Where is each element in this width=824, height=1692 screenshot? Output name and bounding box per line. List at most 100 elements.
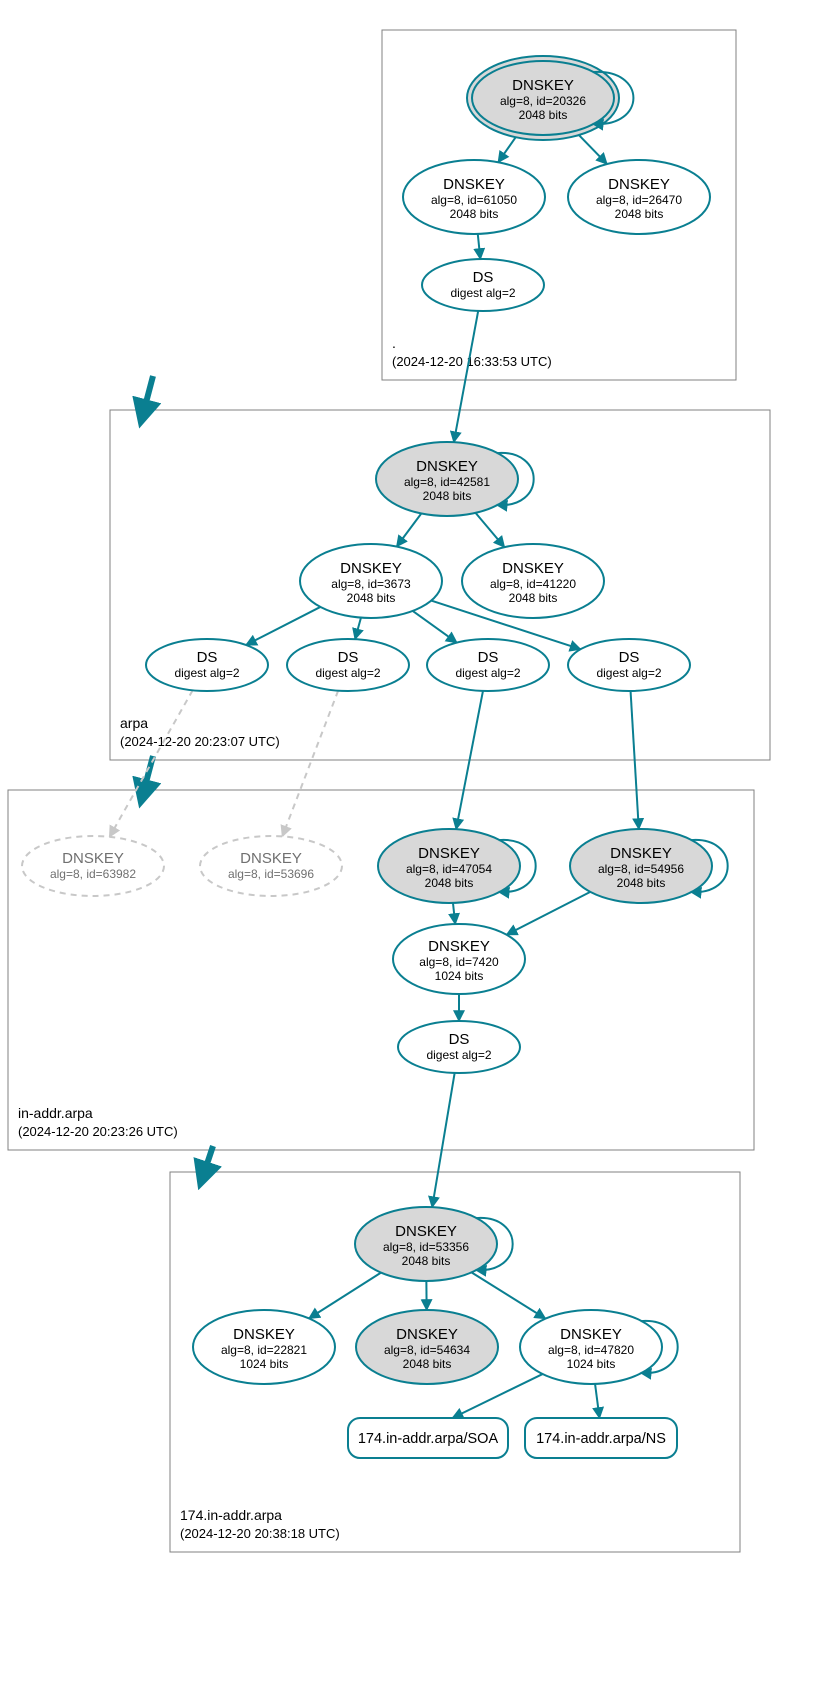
node-ds_i: DSdigest alg=2 bbox=[398, 1021, 520, 1073]
edge-k3673-ds_a2 bbox=[355, 618, 361, 640]
node-title-k41220: DNSKEY bbox=[502, 560, 564, 577]
node-ds_a2: DSdigest alg=2 bbox=[287, 639, 409, 691]
node-sub1-k26470: alg=8, id=26470 bbox=[596, 193, 682, 207]
zone-timestamp-root: (2024-12-20 16:33:53 UTC) bbox=[392, 354, 552, 369]
edge-k61050-ds_root bbox=[478, 234, 481, 259]
record-label-ns: 174.in-addr.arpa/NS bbox=[536, 1431, 666, 1447]
edge-k42581-k3673 bbox=[397, 513, 422, 546]
node-k54634: DNSKEYalg=8, id=546342048 bits bbox=[356, 1310, 498, 1384]
node-sub2-k54956: 2048 bits bbox=[617, 876, 666, 890]
node-sub1-ds_root: digest alg=2 bbox=[450, 286, 515, 300]
node-title-ds_a4: DS bbox=[619, 649, 640, 666]
node-title-k3673: DNSKEY bbox=[340, 560, 402, 577]
node-sub1-k41220: alg=8, id=41220 bbox=[490, 577, 576, 591]
node-sub1-k53356: alg=8, id=53356 bbox=[383, 1240, 469, 1254]
node-title-ds_a3: DS bbox=[478, 649, 499, 666]
edge-k47820-soa bbox=[452, 1374, 542, 1418]
node-title-k53696: DNSKEY bbox=[240, 850, 302, 867]
node-sub2-k20326: 2048 bits bbox=[519, 108, 568, 122]
node-sub1-k61050: alg=8, id=61050 bbox=[431, 193, 517, 207]
node-ds_root: DSdigest alg=2 bbox=[422, 259, 544, 311]
node-k54956: DNSKEYalg=8, id=549562048 bits bbox=[570, 829, 728, 903]
zone-label-174: 174.in-addr.arpa bbox=[180, 1507, 282, 1523]
edge-k47820-ns bbox=[595, 1384, 599, 1418]
node-sub2-k7420: 1024 bits bbox=[435, 969, 484, 983]
edge-ds_root-k42581 bbox=[454, 311, 478, 442]
node-title-k47820: DNSKEY bbox=[560, 1326, 622, 1343]
edge-k54956-k7420 bbox=[507, 892, 591, 935]
node-sub2-k22821: 1024 bits bbox=[240, 1357, 289, 1371]
node-sub2-k47054: 2048 bits bbox=[425, 876, 474, 890]
node-title-ds_root: DS bbox=[473, 269, 494, 286]
node-k53356: DNSKEYalg=8, id=533562048 bits bbox=[355, 1207, 513, 1281]
delegation-arrow-root-arpa bbox=[143, 376, 153, 414]
node-sub1-k54634: alg=8, id=54634 bbox=[384, 1343, 470, 1357]
node-title-k54956: DNSKEY bbox=[610, 845, 672, 862]
node-sub1-ds_a4: digest alg=2 bbox=[596, 666, 661, 680]
node-title-k53356: DNSKEY bbox=[395, 1223, 457, 1240]
node-k42581: DNSKEYalg=8, id=425812048 bits bbox=[376, 442, 534, 516]
node-title-k26470: DNSKEY bbox=[608, 176, 670, 193]
node-sub1-k42581: alg=8, id=42581 bbox=[404, 475, 490, 489]
node-sub2-k54634: 2048 bits bbox=[403, 1357, 452, 1371]
node-title-k7420: DNSKEY bbox=[428, 938, 490, 955]
node-k7420: DNSKEYalg=8, id=74201024 bits bbox=[393, 924, 525, 994]
node-k61050: DNSKEYalg=8, id=610502048 bits bbox=[403, 160, 545, 234]
node-sub2-k42581: 2048 bits bbox=[423, 489, 472, 503]
node-title-ds_a2: DS bbox=[338, 649, 359, 666]
node-sub1-k20326: alg=8, id=20326 bbox=[500, 94, 586, 108]
node-sub1-ds_a3: digest alg=2 bbox=[455, 666, 520, 680]
node-ds_a1: DSdigest alg=2 bbox=[146, 639, 268, 691]
node-title-k54634: DNSKEY bbox=[396, 1326, 458, 1343]
zone-label-inaddr: in-addr.arpa bbox=[18, 1105, 93, 1121]
node-sub1-k47054: alg=8, id=47054 bbox=[406, 862, 492, 876]
node-k41220: DNSKEYalg=8, id=412202048 bits bbox=[462, 544, 604, 618]
node-sub2-k26470: 2048 bits bbox=[615, 207, 664, 221]
edge-ds_a2-k53696 bbox=[282, 691, 338, 837]
node-sub1-k3673: alg=8, id=3673 bbox=[331, 577, 411, 591]
node-k47820: DNSKEYalg=8, id=478201024 bits bbox=[520, 1310, 678, 1384]
edge-k53356-k47820 bbox=[472, 1272, 546, 1318]
node-k20326: DNSKEYalg=8, id=203262048 bits bbox=[467, 56, 633, 140]
node-title-ds_i: DS bbox=[449, 1031, 470, 1048]
node-title-k42581: DNSKEY bbox=[416, 458, 478, 475]
node-sub2-k41220: 2048 bits bbox=[509, 591, 558, 605]
node-sub1-k63982: alg=8, id=63982 bbox=[50, 867, 136, 881]
zone-label-arpa: arpa bbox=[120, 715, 148, 731]
edge-k20326-k26470 bbox=[575, 131, 607, 164]
node-k53696: DNSKEYalg=8, id=53696 bbox=[200, 836, 342, 896]
node-k22821: DNSKEYalg=8, id=228211024 bits bbox=[193, 1310, 335, 1384]
edge-k47054-k7420 bbox=[453, 903, 455, 924]
edge-k3673-ds_a3 bbox=[413, 611, 457, 643]
edge-k42581-k41220 bbox=[476, 513, 505, 547]
edge-k53356-k22821 bbox=[309, 1273, 381, 1319]
node-sub2-k47820: 1024 bits bbox=[567, 1357, 616, 1371]
node-sub1-k22821: alg=8, id=22821 bbox=[221, 1343, 307, 1357]
node-sub2-k53356: 2048 bits bbox=[402, 1254, 451, 1268]
node-title-k63982: DNSKEY bbox=[62, 850, 124, 867]
dnssec-chain-diagram: .(2024-12-20 16:33:53 UTC)arpa(2024-12-2… bbox=[0, 0, 824, 1692]
node-title-k47054: DNSKEY bbox=[418, 845, 480, 862]
node-sub1-k53696: alg=8, id=53696 bbox=[228, 867, 314, 881]
node-sub1-k7420: alg=8, id=7420 bbox=[419, 955, 499, 969]
zone-timestamp-inaddr: (2024-12-20 20:23:26 UTC) bbox=[18, 1124, 178, 1139]
node-sub1-ds_i: digest alg=2 bbox=[426, 1048, 491, 1062]
node-k3673: DNSKEYalg=8, id=36732048 bits bbox=[300, 544, 442, 618]
edge-ds_i-k53356 bbox=[432, 1073, 454, 1207]
node-k47054: DNSKEYalg=8, id=470542048 bits bbox=[378, 829, 536, 903]
node-ds_a3: DSdigest alg=2 bbox=[427, 639, 549, 691]
node-title-k61050: DNSKEY bbox=[443, 176, 505, 193]
node-ds_a4: DSdigest alg=2 bbox=[568, 639, 690, 691]
zone-timestamp-arpa: (2024-12-20 20:23:07 UTC) bbox=[120, 734, 280, 749]
node-sub2-k61050: 2048 bits bbox=[450, 207, 499, 221]
zone-timestamp-174: (2024-12-20 20:38:18 UTC) bbox=[180, 1526, 340, 1541]
node-sub1-ds_a1: digest alg=2 bbox=[174, 666, 239, 680]
node-sub1-k54956: alg=8, id=54956 bbox=[598, 862, 684, 876]
node-title-k20326: DNSKEY bbox=[512, 77, 574, 94]
node-k63982: DNSKEYalg=8, id=63982 bbox=[22, 836, 164, 896]
node-sub1-k47820: alg=8, id=47820 bbox=[548, 1343, 634, 1357]
node-sub2-k3673: 2048 bits bbox=[347, 591, 396, 605]
edge-k3673-ds_a1 bbox=[246, 607, 320, 645]
node-sub1-ds_a2: digest alg=2 bbox=[315, 666, 380, 680]
node-title-ds_a1: DS bbox=[197, 649, 218, 666]
